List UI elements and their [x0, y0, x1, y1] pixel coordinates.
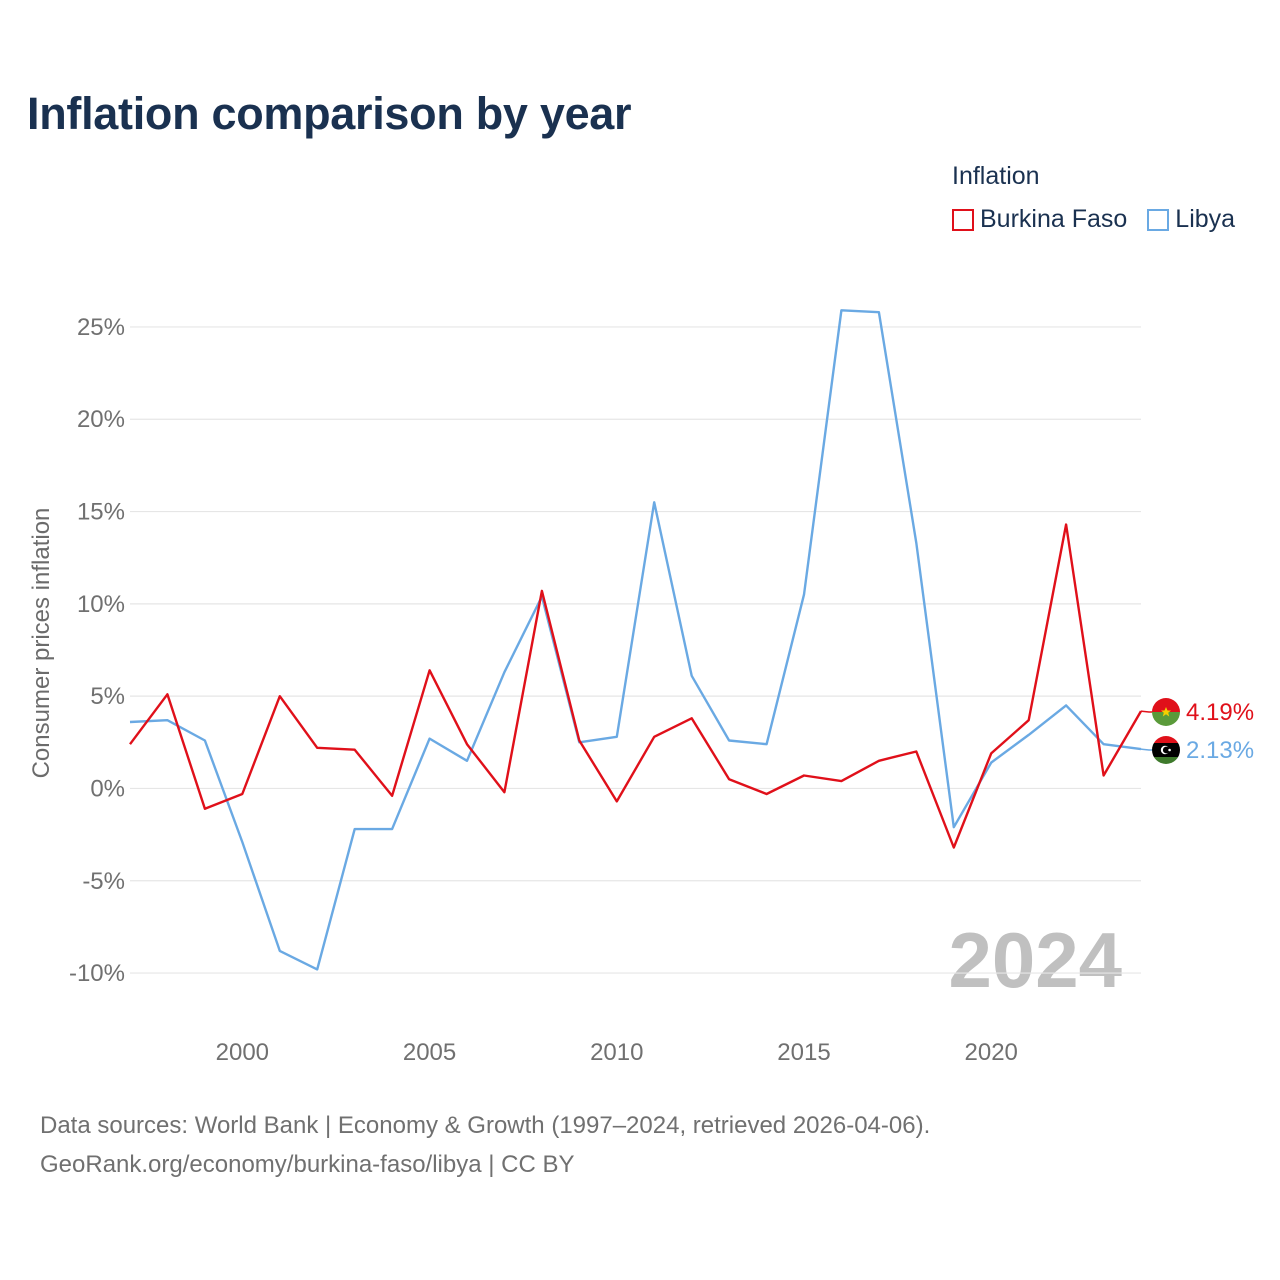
- y-tick-label: 25%: [77, 314, 125, 341]
- grid-lines: [130, 326, 1141, 974]
- end-labels: 4.19% 2.13%: [1140, 699, 1254, 764]
- chart-title: Inflation comparison by year: [27, 88, 632, 139]
- legend-label-burkina-faso: Burkina Faso: [980, 205, 1128, 233]
- x-tick-label: 2010: [590, 1039, 643, 1066]
- y-tick-label: 20%: [77, 406, 125, 433]
- x-tick-labels: 2000 2005 2010 2015 2020: [216, 1039, 1018, 1066]
- end-leader-line: [1140, 748, 1152, 751]
- y-tick-label: -10%: [69, 960, 125, 987]
- legend-item-burkina-faso[interactable]: Burkina Faso: [952, 205, 1127, 234]
- source-line-1: Data sources: World Bank | Economy & Gro…: [40, 1112, 931, 1139]
- libya-flag-icon: [1152, 736, 1180, 764]
- y-tick-label: 5%: [90, 683, 125, 710]
- y-tick-label: 15%: [77, 499, 125, 526]
- end-markers: [1152, 698, 1180, 764]
- series-line-libya[interactable]: [129, 309, 1142, 971]
- series-line-burkina-faso[interactable]: [129, 523, 1143, 849]
- x-tick-label: 2005: [403, 1039, 456, 1066]
- end-value-label: 2.13%: [1186, 737, 1254, 764]
- burkina-faso-flag-icon: [1152, 698, 1180, 726]
- x-tick-label: 2020: [965, 1039, 1018, 1066]
- legend-item-libya[interactable]: Libya: [1147, 205, 1235, 234]
- legend-label-libya: Libya: [1175, 205, 1236, 233]
- year-watermark: 2024: [948, 916, 1122, 1004]
- legend-swatch-burkina-faso: [952, 208, 974, 231]
- end-leader-line: [1140, 710, 1152, 713]
- y-tick-label: 10%: [77, 591, 125, 618]
- source-note: Data sources: World Bank | Economy & Gro…: [40, 1106, 930, 1184]
- x-tick-label: 2015: [777, 1039, 830, 1066]
- legend-swatch-libya: [1147, 208, 1170, 231]
- source-line-2: GeoRank.org/economy/burkina-faso/libya |…: [40, 1151, 575, 1178]
- y-tick-labels: -10% -5% 0% 5% 10% 15% 20% 25%: [69, 314, 125, 987]
- legend-title: Inflation: [952, 162, 1040, 190]
- series-lines: [129, 309, 1143, 971]
- y-tick-label: -5%: [82, 868, 125, 895]
- x-tick-label: 2000: [216, 1039, 269, 1066]
- legend: Burkina Faso Libya: [952, 205, 1235, 234]
- y-tick-label: 0%: [90, 775, 125, 802]
- end-value-label: 4.19%: [1186, 699, 1254, 726]
